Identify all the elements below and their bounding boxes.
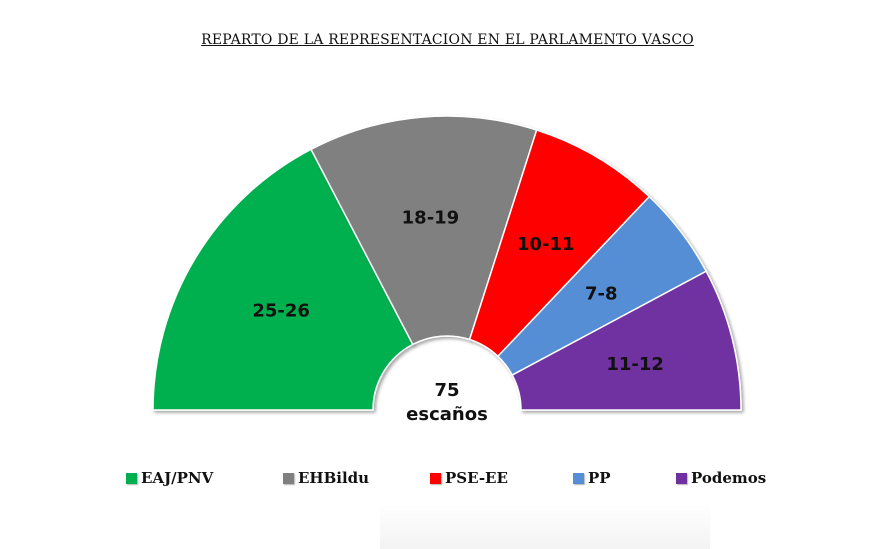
slice-label-eaj-pnv: 25-26 xyxy=(252,300,310,321)
slice-label-pp: 7-8 xyxy=(585,283,618,304)
slice-podemos xyxy=(511,270,742,411)
legend-swatch xyxy=(126,472,137,484)
slice-label-podemos: 11-12 xyxy=(606,354,664,375)
legend-swatch xyxy=(676,472,687,484)
legend-swatch xyxy=(430,472,441,484)
center-unit: escaños xyxy=(406,404,488,425)
legend-item-eaj-pnv: EAJ/PNV xyxy=(126,469,213,487)
slice-eaj-pnv xyxy=(152,148,414,411)
slice-label-pse-ee: 10-11 xyxy=(517,234,575,255)
legend-label: PP xyxy=(588,469,611,487)
legend-item-podemos: Podemos xyxy=(676,469,766,487)
slice-label-ehbildu: 18-19 xyxy=(402,208,460,229)
legend-swatch xyxy=(573,472,584,484)
legend-item-pp: PP xyxy=(573,469,611,487)
bottom-shade xyxy=(380,505,710,549)
chart-title: REPARTO DE LA REPRESENTACION EN EL PARLA… xyxy=(201,32,694,48)
legend-label: Podemos xyxy=(691,469,767,487)
legend-item-pse-ee: PSE-EE xyxy=(430,469,508,487)
legend-swatch xyxy=(283,472,294,484)
slice-ehbildu xyxy=(310,115,538,346)
legend-item-ehbildu: EHBildu xyxy=(283,469,369,487)
center-total: 75 xyxy=(434,380,459,401)
legend-label: EAJ/PNV xyxy=(141,469,214,487)
slice-pse-ee xyxy=(468,129,651,358)
legend: EAJ/PNV EHBildu PSE-EE PP Podemos xyxy=(0,469,895,491)
legend-label: PSE-EE xyxy=(445,469,508,487)
legend-label: EHBildu xyxy=(298,469,370,487)
